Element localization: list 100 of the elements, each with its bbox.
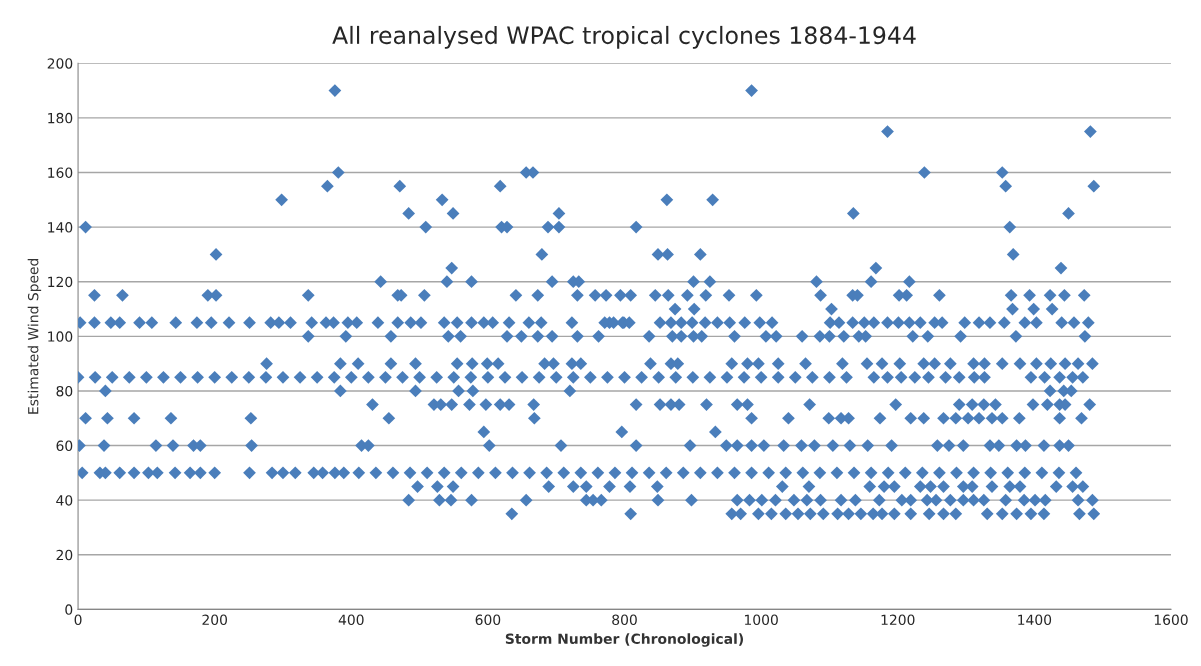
point: [686, 370, 700, 384]
point: [952, 398, 966, 411]
point: [831, 507, 844, 521]
point: [435, 193, 449, 207]
point: [904, 493, 918, 507]
point: [1086, 357, 1099, 370]
point: [244, 411, 258, 425]
point: [867, 370, 881, 384]
point: [1024, 370, 1038, 384]
point: [588, 289, 602, 302]
point: [834, 493, 848, 507]
point: [433, 493, 446, 507]
point: [1017, 493, 1031, 507]
point: [259, 370, 273, 384]
point: [624, 289, 638, 302]
point: [668, 302, 682, 316]
point: [413, 370, 426, 384]
point: [904, 411, 918, 425]
point: [444, 493, 458, 507]
point: [669, 370, 683, 384]
y-tick-label: 100: [48, 331, 73, 342]
point: [918, 166, 931, 179]
point: [908, 370, 922, 384]
point: [245, 439, 258, 452]
point: [965, 480, 979, 493]
point: [116, 289, 129, 302]
point: [331, 166, 345, 179]
point: [1083, 398, 1097, 411]
point: [1010, 507, 1023, 521]
y-tick-label: 60: [56, 440, 73, 452]
point: [741, 398, 754, 411]
point: [1004, 289, 1018, 302]
point: [967, 370, 981, 384]
point: [956, 493, 970, 507]
point: [402, 493, 416, 507]
point: [477, 425, 491, 439]
point: [937, 411, 950, 425]
point: [814, 289, 827, 302]
point: [157, 370, 170, 384]
point: [505, 507, 519, 521]
point: [362, 370, 375, 384]
point: [872, 493, 886, 507]
point: [989, 398, 1002, 411]
point: [885, 439, 898, 452]
point: [652, 370, 666, 384]
point: [943, 357, 957, 370]
point: [409, 357, 422, 370]
point: [749, 289, 763, 302]
point: [242, 370, 256, 384]
point: [393, 179, 407, 193]
point: [995, 166, 1009, 179]
point: [1003, 480, 1017, 493]
point: [683, 439, 697, 452]
point: [837, 329, 851, 343]
point: [754, 370, 768, 384]
point: [1075, 411, 1088, 425]
y-tick-label: 200: [47, 58, 73, 69]
point: [515, 329, 528, 343]
x-tick-label: 200: [202, 614, 228, 625]
y-tick-label: 80: [56, 385, 73, 397]
point: [624, 507, 638, 521]
point: [928, 357, 941, 370]
point: [972, 411, 986, 425]
point: [88, 289, 101, 302]
point: [875, 507, 889, 521]
point: [164, 411, 178, 425]
point: [706, 193, 719, 207]
point: [769, 493, 782, 507]
point: [465, 493, 478, 507]
point: [917, 411, 931, 425]
point: [1058, 289, 1071, 302]
x-tick-label: 400: [338, 614, 364, 625]
point: [275, 193, 288, 207]
point: [601, 370, 614, 384]
point: [937, 480, 950, 493]
x-tick-label: 1400: [1018, 614, 1052, 625]
point: [454, 329, 467, 343]
point: [803, 507, 817, 521]
point: [1077, 289, 1091, 302]
point: [755, 493, 769, 507]
point: [140, 370, 153, 384]
point: [549, 370, 563, 384]
point: [913, 480, 927, 493]
point: [545, 275, 559, 289]
point: [1066, 480, 1079, 493]
chart-title: All reanalysed WPAC tropical cyclones 1884-1944: [332, 25, 916, 49]
point: [931, 439, 944, 452]
point: [929, 493, 943, 507]
point: [519, 493, 533, 507]
point: [887, 507, 901, 521]
x-tick-label: 800: [612, 614, 637, 625]
point: [952, 370, 966, 384]
point: [904, 507, 918, 521]
point: [933, 289, 946, 302]
point: [430, 370, 444, 384]
point: [532, 370, 546, 384]
point: [1012, 411, 1026, 425]
point: [881, 370, 894, 384]
point: [1071, 357, 1085, 370]
point: [799, 357, 812, 370]
